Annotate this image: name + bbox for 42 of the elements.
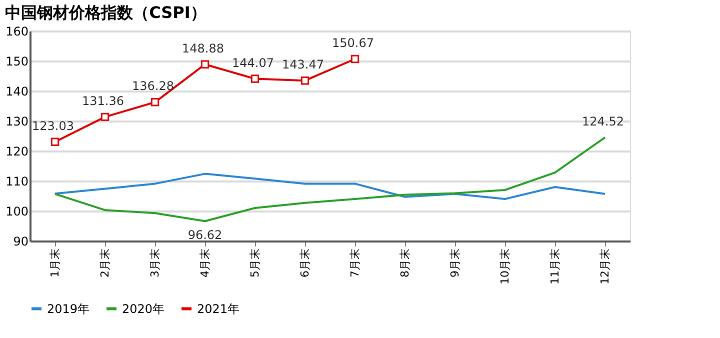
x-tick-label: 12月末: [598, 248, 612, 284]
point: [250, 74, 260, 83]
legend-label: 2021年: [197, 302, 240, 316]
x-tick-label: 9月末: [448, 248, 462, 278]
data-label: 150.67: [332, 36, 374, 50]
x-tick-label: 7月末: [348, 248, 362, 278]
point: [100, 112, 110, 122]
point: [150, 98, 160, 106]
y-tick-label: 150: [6, 54, 28, 68]
y-tick-label: 110: [6, 174, 28, 188]
x-tick-label: 3月末: [148, 248, 162, 278]
y-tick-label: 130: [6, 114, 28, 128]
point: [300, 76, 310, 85]
y-tick-label: 140: [6, 84, 28, 98]
x-tick-label: 8月末: [398, 248, 412, 278]
point: [200, 60, 210, 68]
data-label: 123.03: [32, 118, 74, 133]
x-tick-label: 1月末: [48, 248, 62, 278]
y-tick-label: 120: [6, 144, 28, 158]
chart-title: 中国钢材价格指数（CSPI）: [5, 3, 206, 22]
data-label: 143.47: [282, 58, 324, 72]
data-label: 144.07: [232, 56, 274, 70]
x-tick-label: 5月末: [248, 248, 262, 278]
x-tick-label: 4月末: [198, 248, 212, 278]
y-tick-label: 160: [6, 24, 28, 38]
data-label: 136.28: [132, 79, 174, 94]
x-tick-label: 6月末: [298, 248, 312, 278]
data-label: 96.62: [188, 228, 222, 242]
legend-label: 2020年: [122, 302, 165, 316]
x-tick-label: 10月末: [498, 248, 512, 284]
x-tick-label: 2月末: [98, 248, 112, 278]
y-tick-label: 90: [13, 234, 28, 248]
data-label: 124.52: [582, 114, 624, 128]
data-label: 131.36: [82, 94, 124, 108]
data-label: 148.88: [182, 41, 224, 56]
line-series: [54, 136, 606, 222]
point: [350, 54, 360, 64]
point: [50, 138, 60, 146]
line-series: [54, 172, 606, 200]
x-tick-label: 11月末: [548, 248, 562, 284]
y-tick-label: 100: [6, 204, 28, 218]
legend-label: 2019年: [47, 302, 90, 316]
